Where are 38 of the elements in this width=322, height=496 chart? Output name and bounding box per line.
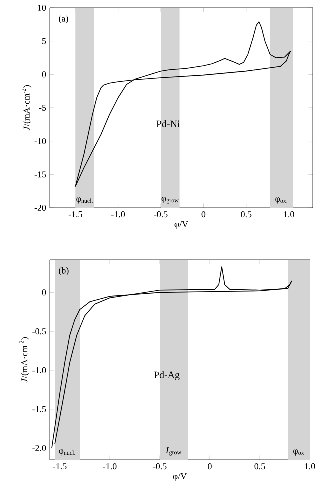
y-tick-label: -20 (34, 204, 46, 212)
y-tick-label: -1.5 (32, 406, 46, 412)
band-label: φ$_{nucl.}$ (76, 198, 93, 204)
band-label: φ$_{ox}$ (294, 450, 304, 456)
annotation: (a) (59, 16, 68, 24)
annotation: Pd-Ni (156, 120, 180, 128)
x-axis-title: φ/V (174, 221, 188, 230)
y-tick-label: 0 (42, 290, 46, 296)
x-axis-title: φ/V (173, 473, 187, 482)
band-label: I$_{grow}$ (166, 448, 182, 456)
y-axis-title: J/(mA·cm$^{-2}$) (22, 86, 32, 131)
y-tick-label: 10 (38, 4, 46, 12)
y-tick-label: -2.0 (32, 445, 46, 452)
band-label: φ$_{ox.}$ (276, 198, 288, 204)
y-tick-label: 0 (42, 72, 46, 78)
x-tick-label: 0 (208, 464, 212, 470)
y-axis-title: J/(mA·cm$^{-2}$) (20, 338, 30, 383)
x-tick-label: -0.5 (153, 464, 167, 470)
y-tick-label: 5 (42, 38, 46, 44)
y-tick-label: -0.5 (32, 328, 46, 335)
y-tick-label: -15 (34, 172, 46, 178)
y-tick-label: -10 (34, 138, 46, 144)
x-tick-label: -1.5 (68, 212, 82, 218)
x-tick-label: 0.5 (241, 212, 252, 218)
x-tick-label: -1.5 (53, 464, 67, 470)
annotation: (b) (59, 268, 69, 276)
x-tick-label: 0.5 (254, 464, 266, 470)
annotation: Pd-Ag (154, 371, 180, 381)
x-tick-label: -1.0 (112, 212, 126, 218)
x-tick-label: 1.0 (305, 464, 316, 470)
band-label: φ$_{nucl.}$ (59, 450, 76, 456)
y-tick-label: -5 (39, 105, 46, 111)
y-tick-label: -1.0 (32, 367, 46, 374)
x-tick-label: -0.5 (154, 212, 168, 218)
band-label: φ$_{grow}$ (162, 197, 179, 204)
x-tick-label: 1.0 (284, 212, 294, 218)
x-tick-label: -1.0 (103, 464, 117, 470)
x-tick-label: 0 (202, 212, 206, 218)
